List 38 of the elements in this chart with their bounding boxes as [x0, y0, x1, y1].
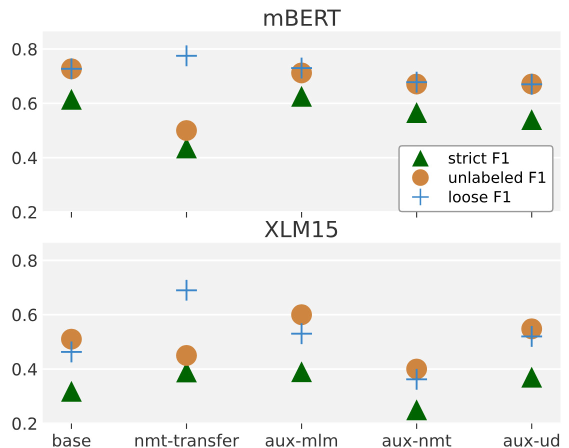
y-tick-label: 0.4 — [12, 362, 37, 376]
y-tick-label: 0.8 — [12, 254, 37, 267]
point — [291, 361, 312, 382]
point — [521, 366, 542, 388]
x-tick-label: nmt-transfer — [135, 434, 240, 447]
x-tick-label: aux-mlm — [266, 434, 338, 447]
point — [406, 358, 428, 380]
y-tick-label: 0.6 — [12, 308, 37, 322]
point — [406, 102, 428, 123]
y-tick-label: 0.2 — [12, 417, 36, 430]
point — [61, 328, 82, 350]
point — [291, 58, 312, 78]
point — [521, 109, 542, 130]
x-tick-label: aux-nmt — [382, 434, 452, 447]
point — [406, 368, 428, 390]
point — [176, 120, 197, 141]
point — [291, 86, 312, 107]
point — [176, 280, 197, 301]
point — [406, 399, 428, 420]
legend-label: loose F1 — [449, 190, 510, 203]
point — [291, 304, 312, 326]
point — [176, 45, 197, 66]
x-tick-label: aux-ud — [504, 434, 560, 447]
chart-title: XLM15 — [264, 220, 338, 238]
legend-label: strict F1 — [448, 152, 509, 164]
y-tick-label: 0.4 — [12, 152, 37, 164]
y-tick-label: 0.6 — [12, 97, 37, 110]
y-tick-label: 0.2 — [12, 206, 36, 219]
point — [521, 326, 542, 347]
point — [291, 323, 312, 344]
point — [61, 380, 82, 402]
point — [176, 345, 197, 366]
legend-label: unlabeled F1 — [449, 171, 546, 184]
chart-title: mBERT — [264, 10, 341, 26]
point — [61, 88, 82, 110]
point — [61, 342, 82, 362]
y-tick-label: 0.8 — [12, 42, 37, 56]
x-tick-label: base — [53, 434, 90, 447]
